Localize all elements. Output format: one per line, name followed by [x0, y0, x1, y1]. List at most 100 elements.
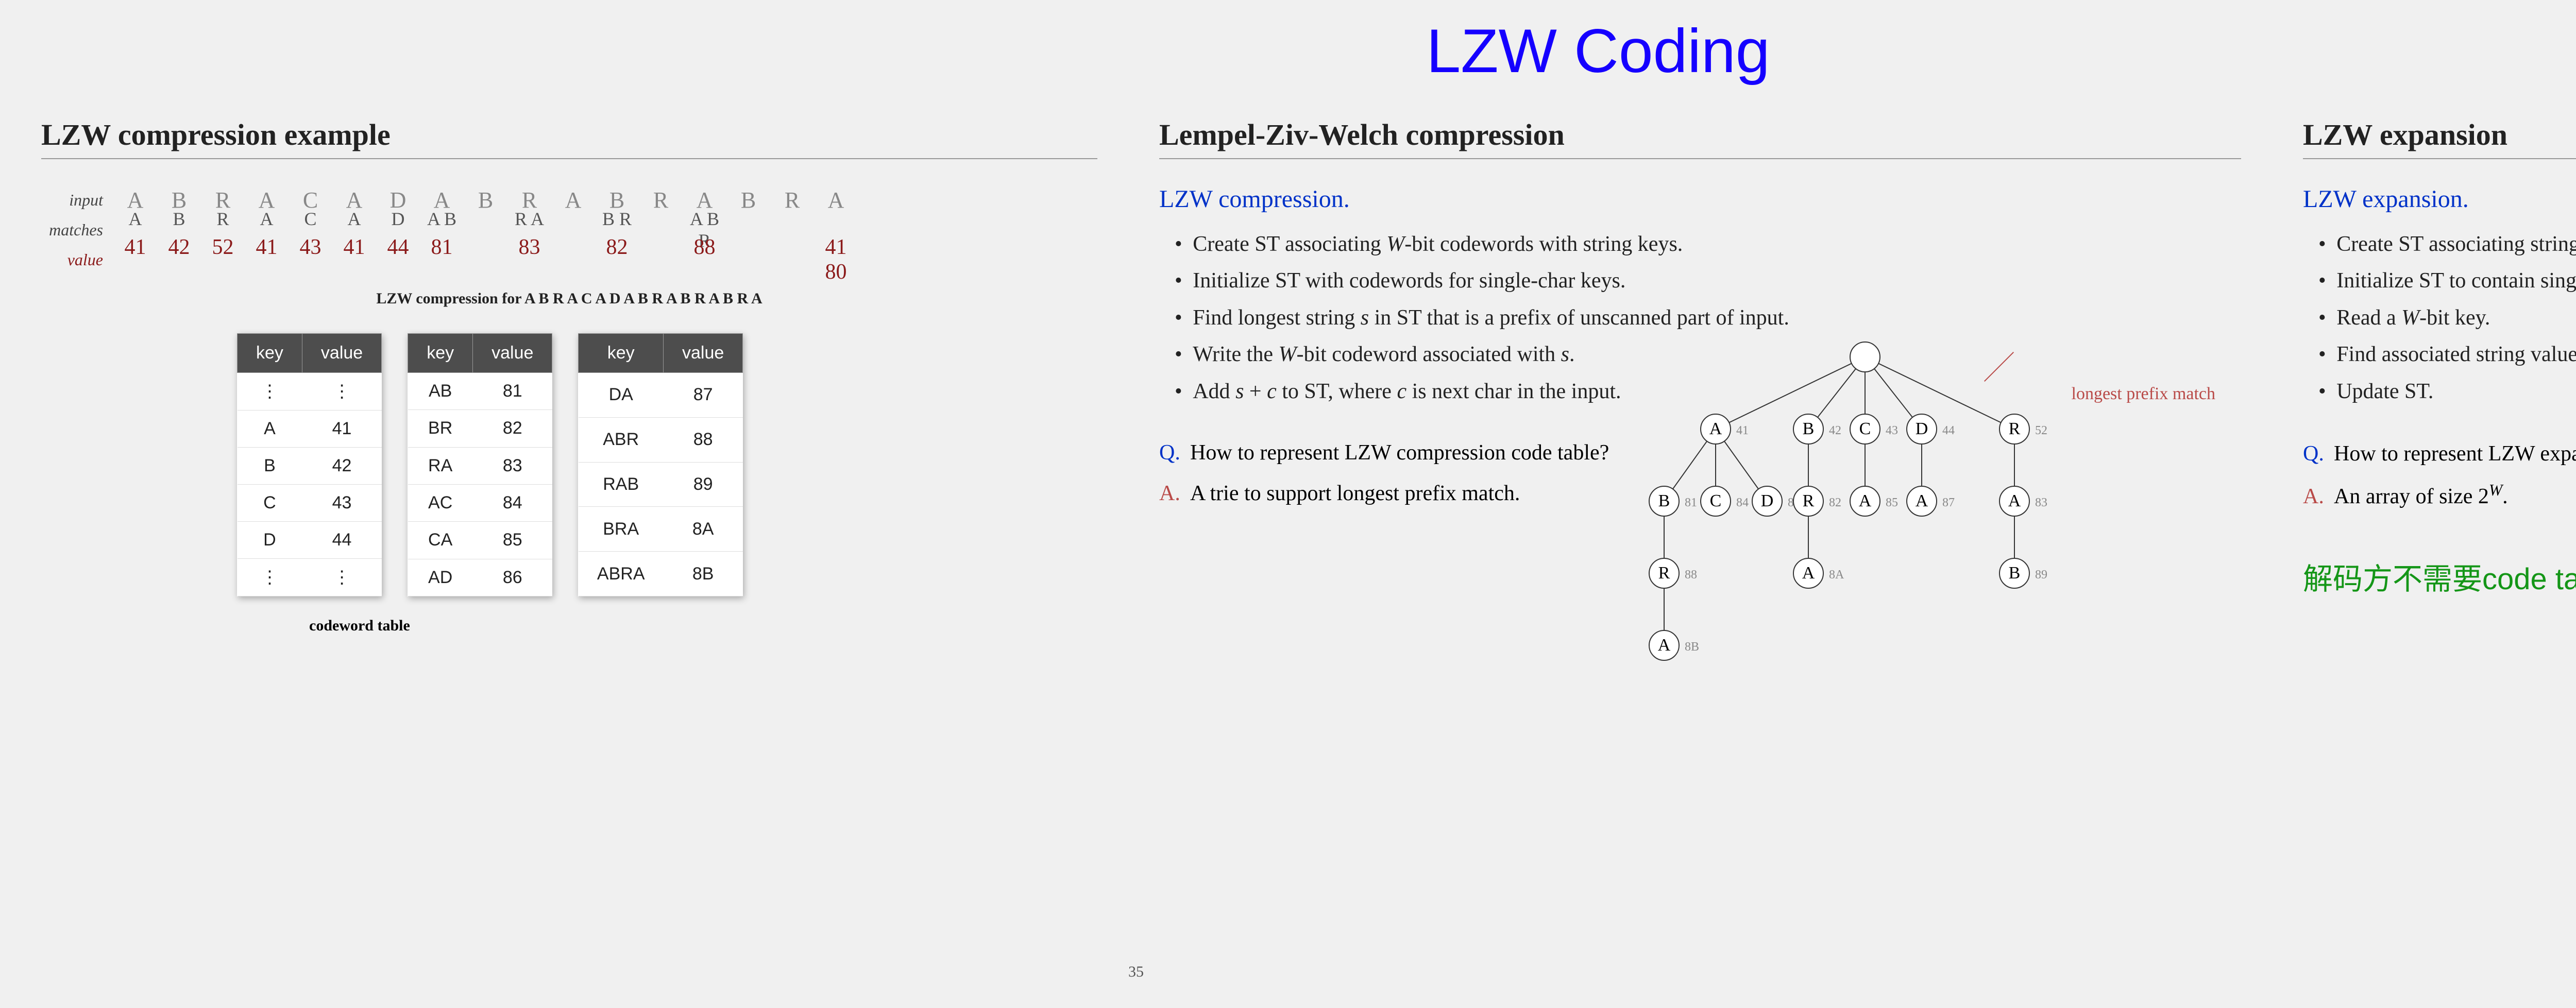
trie-node: C	[1700, 486, 1731, 517]
table-cell: 86	[473, 559, 552, 596]
trie-code-label: 88	[1685, 568, 1697, 582]
trie-code-label: 82	[1829, 496, 1841, 510]
grid-cell	[551, 235, 595, 284]
page-number: 35	[1128, 963, 1144, 981]
col-lzw-expansion: LZW expansion LZW expansion. Create ST a…	[2303, 117, 2576, 671]
grid-cell	[770, 235, 814, 284]
compression-grid: input ABRACADABRABRABRA matches ABRACADA…	[41, 185, 1097, 275]
table-cell: RAB	[579, 462, 664, 507]
table-cell: 44	[302, 522, 381, 559]
list-item: Find longest string s in ST that is a pr…	[1159, 300, 2241, 336]
table-row: BRA8A	[579, 507, 743, 552]
trie-node: C	[1850, 414, 1880, 445]
table-cell: A	[238, 411, 302, 448]
table-cell: 81	[473, 373, 552, 410]
table-cell: D	[238, 522, 302, 559]
table-row: AC84	[408, 484, 552, 521]
trie-code-label: 52	[2035, 424, 2047, 438]
codeword-tables: key value ⋮⋮A41B42C43D44⋮⋮ key value AB8…	[237, 333, 1097, 596]
table-cell: AB	[408, 373, 473, 410]
grid-cell: 88	[683, 235, 726, 284]
trie-code-label: 89	[2035, 568, 2047, 582]
table-cell: 43	[302, 485, 381, 522]
row-label-input: input	[41, 191, 113, 210]
trie-code-label: 84	[1736, 496, 1749, 510]
table-cell: ABRA	[579, 552, 664, 596]
table-cell: 84	[473, 484, 552, 521]
th-value: value	[302, 334, 381, 373]
trie-node: R	[1999, 414, 2030, 445]
section-title-expansion: LZW expansion	[2303, 117, 2576, 159]
subhead-lzw-compression: LZW compression.	[1159, 185, 2241, 213]
th-key: key	[579, 334, 664, 373]
page-title: LZW Coding	[0, 15, 2576, 87]
codeword-table-3: key value DA87ABR88RAB89BRA8AABRA8B	[578, 333, 743, 596]
trie-code-label: 8A	[1829, 568, 1844, 582]
table-cell: 8B	[664, 552, 743, 596]
table-cell: ⋮	[238, 373, 302, 411]
row-value: value 414252414341448183828841 80	[41, 245, 1097, 275]
codeword-table-2: key value AB81BR82RA83AC84CA85AD86	[408, 333, 552, 596]
table-cell: 82	[473, 410, 552, 447]
table-cell: ⋮	[238, 559, 302, 596]
qa-q-expansion: Q.How to represent LZW expansion code ta…	[2303, 436, 2576, 472]
trie-node: B	[1649, 486, 1680, 517]
table-cell: ⋮	[302, 373, 381, 411]
section-title-compression-example: LZW compression example	[41, 117, 1097, 159]
table-cell: 42	[302, 448, 381, 485]
table-cell: AC	[408, 484, 473, 521]
trie-code-label: 8B	[1685, 640, 1699, 654]
list-item: Initialize ST with codewords for single-…	[1159, 263, 2241, 299]
trie-code-label: 85	[1886, 496, 1898, 510]
table-row: ⋮⋮	[238, 559, 382, 596]
table-cell: BRA	[579, 507, 664, 552]
table-cell: DA	[579, 373, 664, 418]
grid-cell: 41	[113, 235, 157, 284]
table-row: AB81	[408, 373, 552, 410]
list-item: Create ST associating string values with…	[2303, 226, 2576, 263]
table-cell: CA	[408, 522, 473, 559]
trie-code-label: 43	[1886, 424, 1898, 438]
table-row: BR82	[408, 410, 552, 447]
trie-node: A	[1906, 486, 1937, 517]
grid-cell: 82	[595, 235, 639, 284]
qa-a-expansion: A.An array of size 2W.	[2303, 476, 2576, 515]
bullets-expansion: Create ST associating string values with…	[2303, 226, 2576, 410]
table-row: B42	[238, 448, 382, 485]
table-row: DA87	[579, 373, 743, 418]
trie-node: A	[1649, 630, 1680, 661]
table-row: C43	[238, 485, 382, 522]
columns-container: LZW compression example input ABRACADABR…	[0, 117, 2576, 671]
trie-node: D	[1752, 486, 1783, 517]
compression-caption: LZW compression for A B R A C A D A B R …	[41, 290, 1097, 307]
subhead-expansion: LZW expansion.	[2303, 185, 2576, 213]
trie-code-label: 42	[1829, 424, 1841, 438]
table-cell: C	[238, 485, 302, 522]
trie-node: A	[1999, 486, 2030, 517]
table-cell: 41	[302, 411, 381, 448]
list-item: Update ST.	[2303, 373, 2576, 410]
table-row: RA83	[408, 447, 552, 484]
th-key: key	[238, 334, 302, 373]
grid-cell: 83	[507, 235, 551, 284]
table-cell: 89	[664, 462, 743, 507]
grid-cell: 44	[376, 235, 420, 284]
grid-cell	[464, 235, 507, 284]
grid-cell: 41	[245, 235, 289, 284]
grid-cell: 41	[332, 235, 376, 284]
trie-node: B	[1999, 558, 2030, 589]
th-key: key	[408, 334, 473, 373]
table-row: ⋮⋮	[238, 373, 382, 411]
grid-cell: 52	[201, 235, 245, 284]
table-row: ABRA8B	[579, 552, 743, 596]
trie-code-label: 44	[1942, 424, 1955, 438]
codeword-table-caption: codeword table	[309, 617, 1097, 635]
table-cell: 8A	[664, 507, 743, 552]
codeword-table-1: key value ⋮⋮A41B42C43D44⋮⋮	[237, 333, 382, 596]
grid-cell: 41 80	[814, 235, 858, 284]
trie-diagram: A41B42C43D44R52B81C84D86R82A85A87A83R88A…	[1623, 336, 2087, 671]
trie-code-label: 83	[2035, 496, 2047, 510]
table-row: ABR88	[579, 417, 743, 462]
table-row: AD86	[408, 559, 552, 596]
trie-node: A	[1793, 558, 1824, 589]
